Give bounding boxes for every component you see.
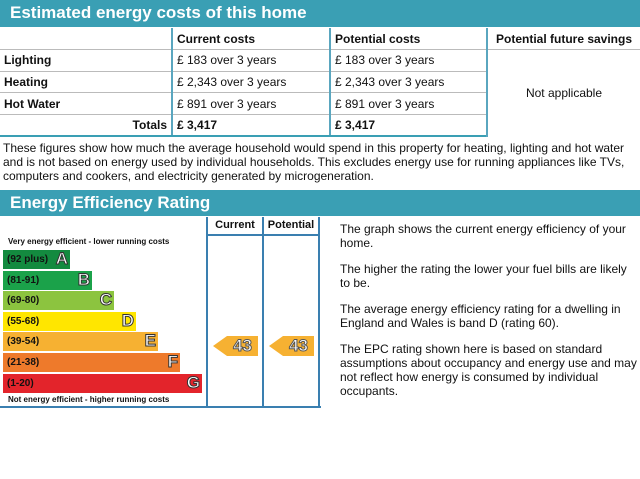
- desc-paragraph: The higher the rating the lower your fue…: [340, 262, 627, 290]
- table-row: Hot Water £ 891 over 3 years £ 891 over …: [0, 92, 640, 115]
- band-range: (1-20): [7, 377, 34, 389]
- top-label: Very energy efficient - lower running co…: [8, 237, 170, 246]
- band-c: (69-80) C: [3, 290, 114, 311]
- potential-cost: £ 183 over 3 years: [329, 49, 487, 72]
- header-savings: Potential future savings: [486, 28, 640, 51]
- current-cost: £ 2,343 over 3 years: [171, 71, 330, 94]
- band-range: (55-68): [7, 315, 40, 327]
- desc-paragraph: The average energy efficiency rating for…: [340, 302, 621, 330]
- table-row: Lighting £ 183 over 3 years £ 183 over 3…: [0, 49, 640, 136]
- savings-value: Not applicable: [486, 49, 640, 136]
- row-label: Heating: [0, 71, 172, 94]
- current-cost: £ 891 over 3 years: [171, 92, 330, 115]
- bottom-label: Not energy efficient - higher running co…: [8, 395, 170, 404]
- rating-heading: Energy Efficiency Rating: [0, 190, 640, 216]
- band-range: (69-80): [7, 295, 40, 307]
- band-range: (81-91): [7, 274, 40, 286]
- current-rating-arrow: 43: [213, 336, 258, 356]
- desc-paragraph: The graph shows the current energy effic…: [340, 222, 626, 250]
- rating-description: The graph shows the current energy effic…: [340, 222, 640, 410]
- divider: [262, 217, 264, 408]
- band-d: (55-68) D: [3, 310, 136, 331]
- row-label: Hot Water: [0, 92, 172, 115]
- divider: [318, 217, 320, 408]
- band-letter: C: [99, 290, 112, 310]
- header-current: Current costs: [171, 28, 330, 51]
- band-range: (92 plus): [7, 254, 49, 265]
- current-cost: £ 183 over 3 years: [171, 49, 330, 72]
- band-letter: G: [186, 372, 200, 392]
- band-letter: F: [167, 352, 178, 372]
- band-letter: B: [77, 269, 90, 289]
- band-g: (1-20) G: [3, 372, 202, 393]
- band-range: (21-38): [7, 357, 40, 368]
- current-column-header: Current: [215, 219, 255, 231]
- band-e: (39-54) E: [3, 331, 158, 352]
- band-f: (21-38) F: [3, 352, 180, 372]
- costs-note: These figures show how much the average …: [3, 141, 625, 183]
- totals-label: Totals: [0, 114, 172, 137]
- table-header-row: Current costs Potential costs Potential …: [0, 28, 640, 51]
- table-row: Heating £ 2,343 over 3 years £ 2,343 ove…: [0, 71, 640, 94]
- divider: [0, 406, 321, 408]
- totals-current: £ 3,417: [171, 114, 330, 137]
- band-b: (81-91) B: [3, 269, 92, 290]
- band-letter: D: [121, 310, 134, 330]
- desc-paragraph: The EPC rating shown here is based on st…: [340, 342, 637, 398]
- totals-row: Totals £ 3,417 £ 3,417: [0, 114, 640, 137]
- totals-potential: £ 3,417: [329, 114, 487, 137]
- header-blank: [0, 28, 172, 51]
- band-letter: E: [144, 331, 156, 351]
- potential-column-header: Potential: [267, 219, 315, 231]
- potential-cost: £ 2,343 over 3 years: [329, 71, 487, 94]
- potential-cost: £ 891 over 3 years: [329, 92, 487, 115]
- row-label: Lighting: [0, 49, 172, 72]
- efficiency-chart: Current Potential Very energy efficient …: [0, 217, 330, 410]
- energy-costs-heading: Estimated energy costs of this home: [0, 0, 640, 27]
- band-a: (92 plus) A: [3, 249, 70, 269]
- band-letter: A: [55, 249, 68, 269]
- divider: [206, 234, 319, 236]
- potential-rating-arrow: 43: [269, 336, 314, 356]
- energy-costs-table: Current costs Potential costs Potential …: [0, 28, 640, 137]
- band-range: (39-54): [7, 336, 40, 348]
- header-potential: Potential costs: [329, 28, 487, 51]
- divider: [206, 217, 208, 408]
